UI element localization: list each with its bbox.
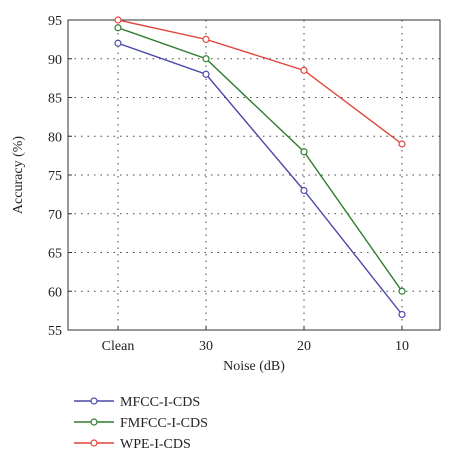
legend-label: MFCC-I-CDS (120, 395, 200, 410)
y-tick-label: 90 (48, 53, 62, 68)
legend-entry: FMFCC-I-CDS (74, 416, 208, 431)
series-lines (114, 16, 406, 319)
data-point (398, 140, 406, 148)
data-point (202, 55, 210, 63)
series-line (117, 42, 403, 315)
legend: MFCC-I-CDS FMFCC-I-CDS WPE-I-CDS (74, 395, 208, 452)
data-point (398, 310, 406, 319)
x-tick-label: 30 (199, 339, 213, 354)
series-mfcc-i-cds (114, 39, 406, 319)
legend-label: WPE-I-CDS (120, 437, 191, 452)
y-tick-labels: 55 60 65 70 75 80 85 90 95 (48, 14, 62, 339)
x-tick-label: 10 (395, 339, 409, 354)
legend-marker (90, 439, 98, 447)
x-tick-label: 20 (297, 339, 311, 354)
y-tick-label: 60 (48, 285, 62, 300)
plot-frame (67, 19, 441, 331)
data-point (398, 287, 406, 295)
x-tick-label: Clean (102, 339, 135, 354)
legend-entry: WPE-I-CDS (74, 437, 191, 452)
y-tick-label: 75 (48, 169, 62, 184)
data-point (300, 186, 308, 195)
data-point (300, 66, 308, 74)
data-point (202, 35, 210, 43)
legend-entry: MFCC-I-CDS (74, 395, 200, 410)
legend-marker (90, 397, 98, 405)
data-point (114, 16, 122, 24)
y-tick-label: 80 (48, 130, 62, 145)
legend-label: FMFCC-I-CDS (120, 416, 208, 431)
y-axis-label: Accuracy (%) (11, 136, 26, 214)
y-tick-label: 85 (48, 92, 62, 107)
y-tick-label: 65 (48, 247, 62, 262)
data-point (300, 148, 308, 156)
data-point (114, 39, 122, 47)
data-point (114, 24, 122, 32)
series-line (117, 19, 403, 145)
series-line (117, 27, 403, 292)
legend-marker (90, 418, 98, 426)
grid-lines (68, 19, 440, 331)
data-point (202, 70, 210, 78)
series-wpe-i-cds (114, 16, 406, 148)
x-axis-label: Noise (dB) (223, 359, 285, 374)
x-tick-labels: Clean 30 20 10 (102, 339, 409, 354)
series-fmfcc-i-cds (114, 24, 406, 295)
y-tick-label: 70 (48, 208, 62, 223)
y-tick-label: 55 (48, 324, 62, 339)
y-tick-label: 95 (48, 14, 62, 29)
